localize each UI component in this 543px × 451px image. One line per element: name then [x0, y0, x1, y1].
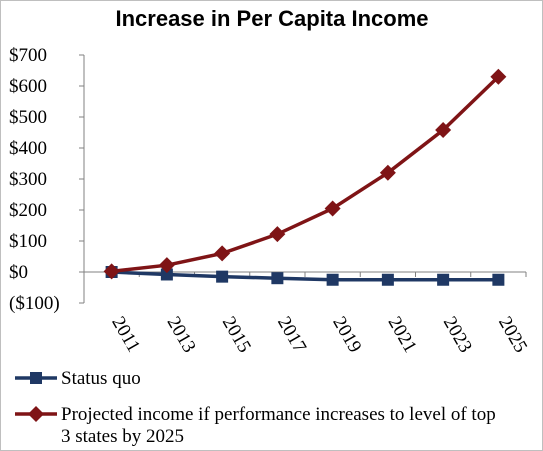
x-tick-label: 2021 [384, 313, 421, 356]
square-marker [216, 270, 229, 283]
legend: Status quo Projected income if performanc… [15, 368, 496, 447]
series-line [111, 270, 499, 282]
diamond-marker [435, 122, 452, 139]
x-tick-label: 2015 [218, 313, 255, 356]
chart-title: Increase in Per Capita Income [115, 6, 428, 31]
diamond-marker [379, 164, 396, 181]
legend-label: Projected income if performance increase… [61, 404, 496, 425]
x-tick-label: 2025 [494, 313, 531, 356]
square-marker [160, 268, 173, 281]
diamond-marker [269, 226, 286, 243]
y-tick-label: $100 [9, 231, 47, 252]
y-tick-label: $600 [9, 76, 47, 97]
legend-label: 3 states by 2025 [61, 426, 184, 447]
legend-item-1: Status quo [15, 368, 141, 389]
x-tick-label: 2017 [273, 313, 310, 356]
y-tick-label: $200 [9, 200, 47, 221]
legend-diamond-icon [28, 406, 44, 422]
series-line [111, 75, 500, 274]
y-tick-label: ($100) [9, 293, 60, 314]
y-tick-label: $0 [9, 262, 28, 283]
square-marker [381, 273, 394, 286]
legend-label: Status quo [61, 368, 141, 389]
diamond-marker [490, 68, 507, 85]
series-layer [103, 68, 507, 286]
x-tick-label: 2013 [163, 313, 200, 356]
y-tick-label: $700 [9, 45, 47, 66]
square-marker [492, 273, 505, 286]
x-tick-label: 2023 [439, 313, 476, 356]
diamond-marker [324, 200, 341, 217]
x-tick-label: 2019 [328, 313, 365, 356]
y-tick-label: $400 [9, 138, 47, 159]
diamond-marker [158, 257, 175, 274]
square-marker [437, 273, 450, 286]
y-tick-label: $500 [9, 107, 47, 128]
square-marker [271, 272, 284, 285]
series-2 [103, 68, 507, 280]
y-tick-label: $300 [9, 169, 47, 190]
diamond-marker [103, 263, 120, 280]
legend-item-2: Projected income if performance increase… [15, 404, 496, 447]
legend-square-icon [30, 372, 42, 384]
axes: ($100) $0 $100 $200 $300 $400 $500 $600 $700 2011… [9, 45, 531, 356]
square-marker [326, 273, 339, 286]
x-tick-label: 2011 [107, 313, 144, 356]
diamond-marker [214, 245, 231, 262]
